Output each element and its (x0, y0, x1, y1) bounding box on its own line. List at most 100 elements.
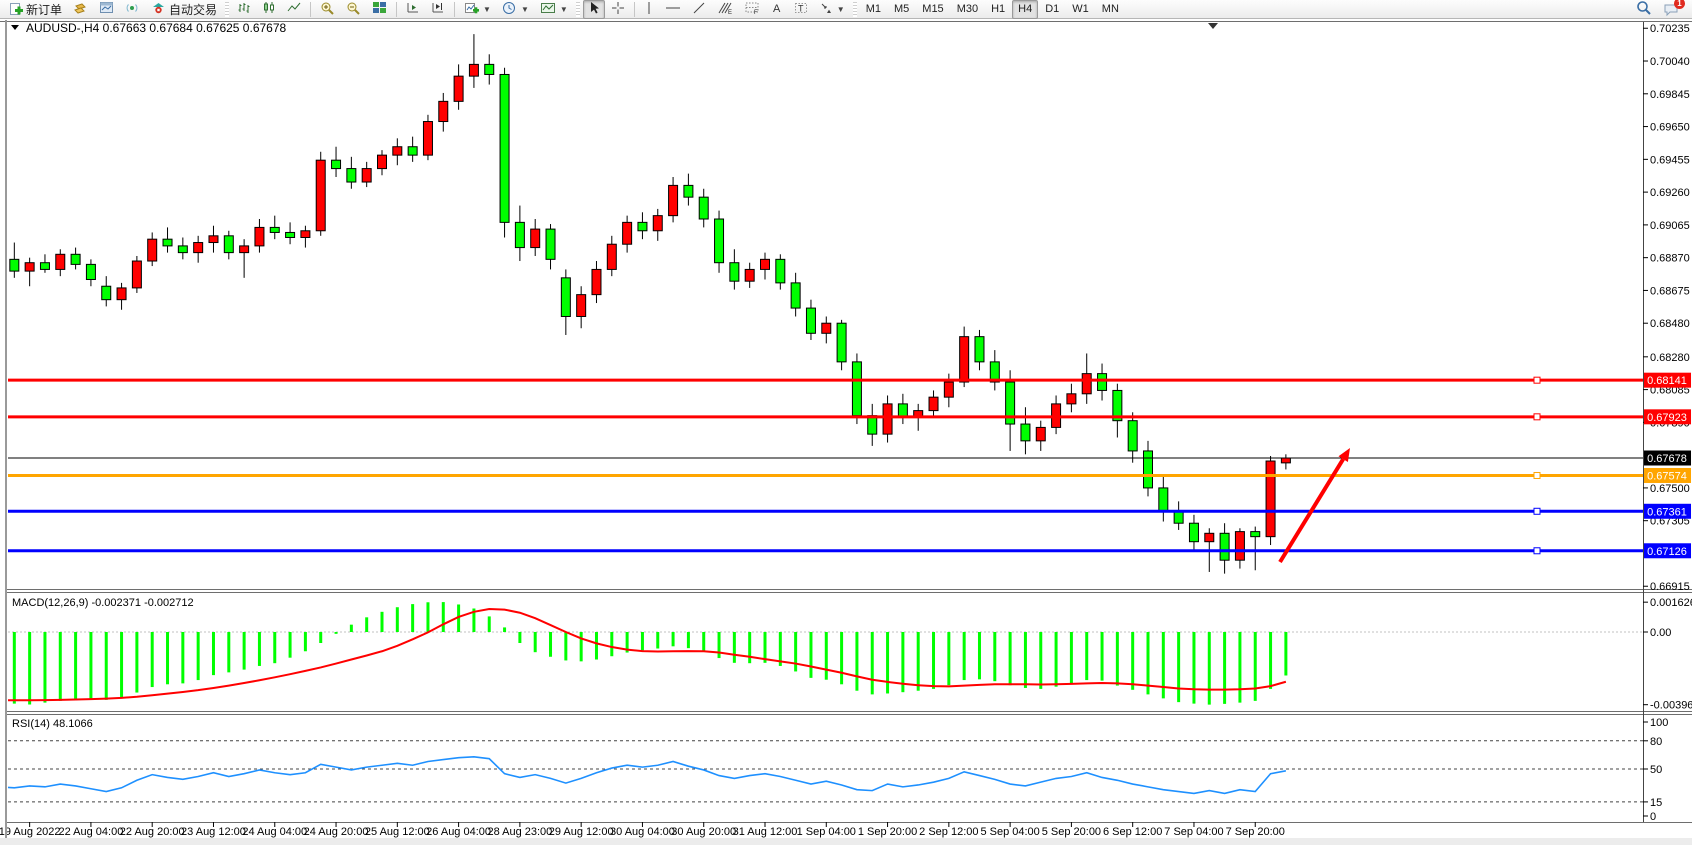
vertical-line-button[interactable] (639, 0, 659, 19)
arrows-button[interactable]: ▼ (814, 0, 850, 19)
candle (1188, 522, 1199, 543)
candle (1097, 373, 1108, 391)
text-button[interactable]: A (766, 0, 788, 19)
text-label-button[interactable]: T (789, 0, 813, 19)
trendline-button[interactable] (687, 0, 711, 19)
timeframe-d1[interactable]: D1 (1045, 3, 1060, 15)
svg-text:80: 80 (1650, 736, 1662, 748)
chart-shift-icon (431, 1, 445, 17)
candle (193, 242, 204, 254)
zoom-in-button[interactable] (315, 0, 340, 19)
search-button[interactable] (1631, 0, 1657, 19)
svg-text:E: E (728, 10, 732, 15)
line-handle[interactable] (1533, 547, 1541, 555)
svg-text:0.67500: 0.67500 (1650, 483, 1690, 495)
candle (974, 336, 985, 363)
timeframe-mn[interactable]: MN (1101, 3, 1119, 15)
candle (560, 277, 571, 317)
candle (223, 235, 234, 254)
grid-button[interactable]: F (739, 0, 765, 19)
signals-button[interactable] (120, 0, 145, 19)
indicators-button[interactable]: ▼ (459, 0, 496, 19)
timeframe-m15[interactable]: M15 (922, 3, 944, 15)
symbol-dropdown-icon[interactable] (11, 25, 19, 30)
svg-text:0.70235: 0.70235 (1650, 23, 1690, 35)
notifications-button[interactable]: 1 (1658, 0, 1685, 19)
candle (24, 262, 35, 272)
line-handle[interactable] (1533, 376, 1541, 384)
auto-scroll-button[interactable] (401, 0, 425, 19)
chart-shift-marker[interactable] (1208, 23, 1218, 29)
candle (714, 218, 725, 264)
svg-text:0.67574: 0.67574 (1647, 470, 1687, 482)
auto-scroll-icon (406, 1, 420, 17)
svg-text:T: T (798, 3, 804, 13)
toolbar: 新订单 自动交易 ▼ ▼ (0, 0, 1692, 19)
svg-text:0.66915: 0.66915 (1650, 581, 1690, 593)
fibonacci-button[interactable]: E (712, 0, 738, 19)
candle (1035, 426, 1046, 442)
svg-text:A: A (773, 3, 781, 15)
new-order-icon (9, 2, 23, 16)
candle (545, 228, 556, 260)
trend-arrow[interactable] (1278, 448, 1350, 564)
autotrade-button[interactable]: 自动交易 (146, 0, 222, 19)
periods-icon (502, 1, 517, 18)
candle (39, 262, 50, 270)
candlestick-chart-button[interactable] (257, 0, 281, 19)
candle (882, 403, 893, 435)
bar-chart-button[interactable] (232, 0, 256, 19)
horizontal-line-button[interactable] (660, 0, 686, 19)
candle (1066, 393, 1077, 405)
market-watch-button[interactable] (94, 0, 119, 19)
templates-button[interactable]: ▼ (535, 0, 573, 19)
trendline-icon (692, 1, 706, 18)
gold-button[interactable] (68, 0, 93, 19)
periods-caret-icon: ▼ (520, 4, 529, 14)
timeframe-h1[interactable]: H1 (991, 3, 1006, 15)
candle (85, 263, 96, 281)
tile-windows-button[interactable] (367, 0, 392, 19)
zoom-out-button[interactable] (341, 0, 366, 19)
line-handle[interactable] (1533, 471, 1541, 479)
panel-borders (0, 21, 1692, 823)
line-handle[interactable] (1533, 507, 1541, 515)
svg-text:0.69845: 0.69845 (1650, 89, 1690, 101)
crosshair-button[interactable] (606, 0, 630, 19)
svg-text:6 Sep 12:00: 6 Sep 12:00 (1103, 826, 1162, 838)
candlestick-chart-icon (262, 1, 276, 17)
new-order-button[interactable]: 新订单 (4, 0, 67, 19)
candle (392, 146, 403, 156)
svg-text:1 Sep 20:00: 1 Sep 20:00 (858, 826, 917, 838)
candle (1127, 420, 1138, 452)
svg-text:22 Aug 04:00: 22 Aug 04:00 (58, 826, 123, 838)
autotrade-icon (151, 1, 166, 17)
candle (867, 415, 878, 435)
svg-text:0: 0 (1650, 811, 1656, 823)
candle (269, 226, 280, 233)
candle (989, 361, 1000, 383)
candle (407, 146, 418, 156)
cursor-button[interactable] (582, 0, 605, 19)
timeframe-m5[interactable]: M5 (894, 3, 910, 15)
candle (1112, 389, 1123, 422)
svg-text:0.68280: 0.68280 (1650, 352, 1690, 364)
candle (1250, 531, 1261, 538)
candle (331, 159, 342, 170)
line-chart-button[interactable] (282, 0, 306, 19)
timeframe-m1[interactable]: M1 (865, 3, 881, 15)
svg-text:50: 50 (1650, 764, 1662, 776)
chart-title: AUDUSD-,H4 0.67663 0.67684 0.67625 0.676… (11, 21, 287, 730)
rsi-level-lines (8, 740, 1643, 803)
svg-text:F: F (754, 10, 758, 15)
periods-button[interactable]: ▼ (497, 0, 534, 19)
timeframe-m30[interactable]: M30 (956, 3, 979, 15)
svg-text:0.67923: 0.67923 (1647, 412, 1687, 424)
chart-shift-button[interactable] (426, 0, 450, 19)
line-handle[interactable] (1533, 413, 1541, 421)
timeframe-h4[interactable]: H4 (1012, 0, 1039, 19)
candle (147, 238, 158, 262)
timeframe-w1[interactable]: W1 (1072, 3, 1089, 15)
